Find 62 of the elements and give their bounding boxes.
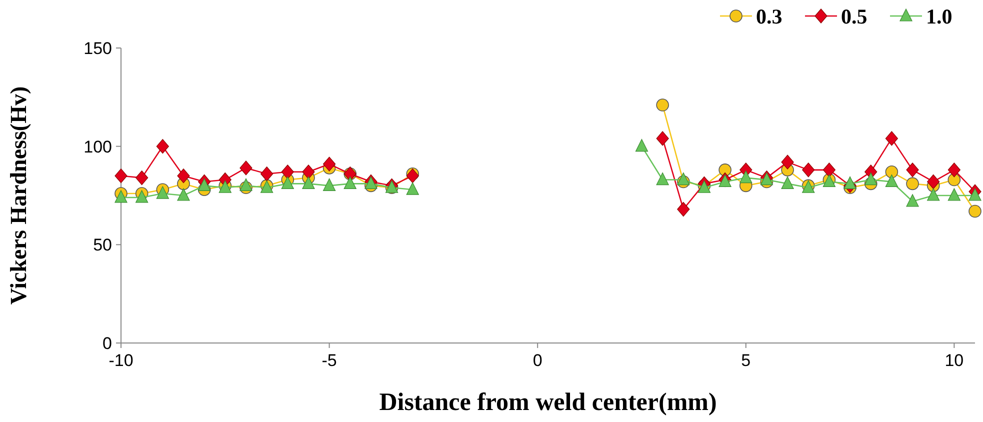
- point: [156, 186, 169, 199]
- point: [740, 170, 752, 184]
- x-tick-label: 10: [944, 351, 964, 370]
- point: [322, 178, 336, 191]
- y-axis-title: Vickers Hardness(Hv): [6, 86, 31, 305]
- point: [406, 168, 419, 184]
- point: [822, 162, 836, 178]
- legend-label: 0.3: [756, 4, 782, 28]
- point: [344, 176, 356, 189]
- point: [281, 164, 294, 180]
- point: [240, 178, 252, 191]
- point: [677, 202, 690, 217]
- point: [844, 176, 856, 189]
- point: [864, 172, 878, 186]
- point: [802, 162, 815, 178]
- legend-label: 0.5: [841, 4, 868, 28]
- x-tick-label: 5: [741, 351, 751, 370]
- point: [885, 166, 898, 178]
- point: [948, 173, 961, 186]
- point: [136, 170, 148, 186]
- point: [177, 168, 190, 184]
- x-axis-title: Distance from weld center(mm): [379, 389, 717, 416]
- point: [114, 190, 128, 203]
- point: [136, 190, 148, 203]
- point: [177, 188, 190, 201]
- point: [656, 98, 669, 112]
- x-tick-label: 0: [532, 351, 542, 370]
- y-tick-label: 150: [84, 38, 112, 58]
- point: [781, 154, 794, 170]
- x-tick-label: -5: [322, 351, 337, 370]
- point: [885, 174, 898, 188]
- x-tick-label: -10: [108, 351, 134, 370]
- point: [781, 176, 794, 189]
- point: [302, 176, 315, 189]
- point: [718, 164, 732, 176]
- point: [322, 156, 336, 172]
- point: [906, 177, 919, 190]
- point: [635, 139, 648, 152]
- point: [656, 172, 669, 186]
- y-tick-label: 0: [102, 334, 112, 353]
- point: [968, 204, 982, 218]
- point: [948, 162, 960, 178]
- point: [240, 160, 252, 176]
- point: [302, 164, 315, 180]
- point: [656, 131, 669, 146]
- point: [260, 166, 274, 182]
- legend-label: 1.0: [926, 4, 952, 28]
- point: [948, 188, 960, 201]
- point: [281, 176, 294, 189]
- point: [156, 139, 169, 154]
- y-tick-label: 50: [93, 236, 112, 255]
- point: [406, 182, 419, 195]
- point: [198, 178, 211, 191]
- point: [885, 131, 898, 146]
- point: [114, 168, 128, 184]
- point: [677, 172, 690, 186]
- point: [927, 174, 940, 190]
- point: [968, 188, 982, 201]
- point: [927, 188, 940, 201]
- point: [906, 194, 919, 207]
- y-tick-label: 100: [84, 137, 112, 156]
- point: [906, 162, 919, 178]
